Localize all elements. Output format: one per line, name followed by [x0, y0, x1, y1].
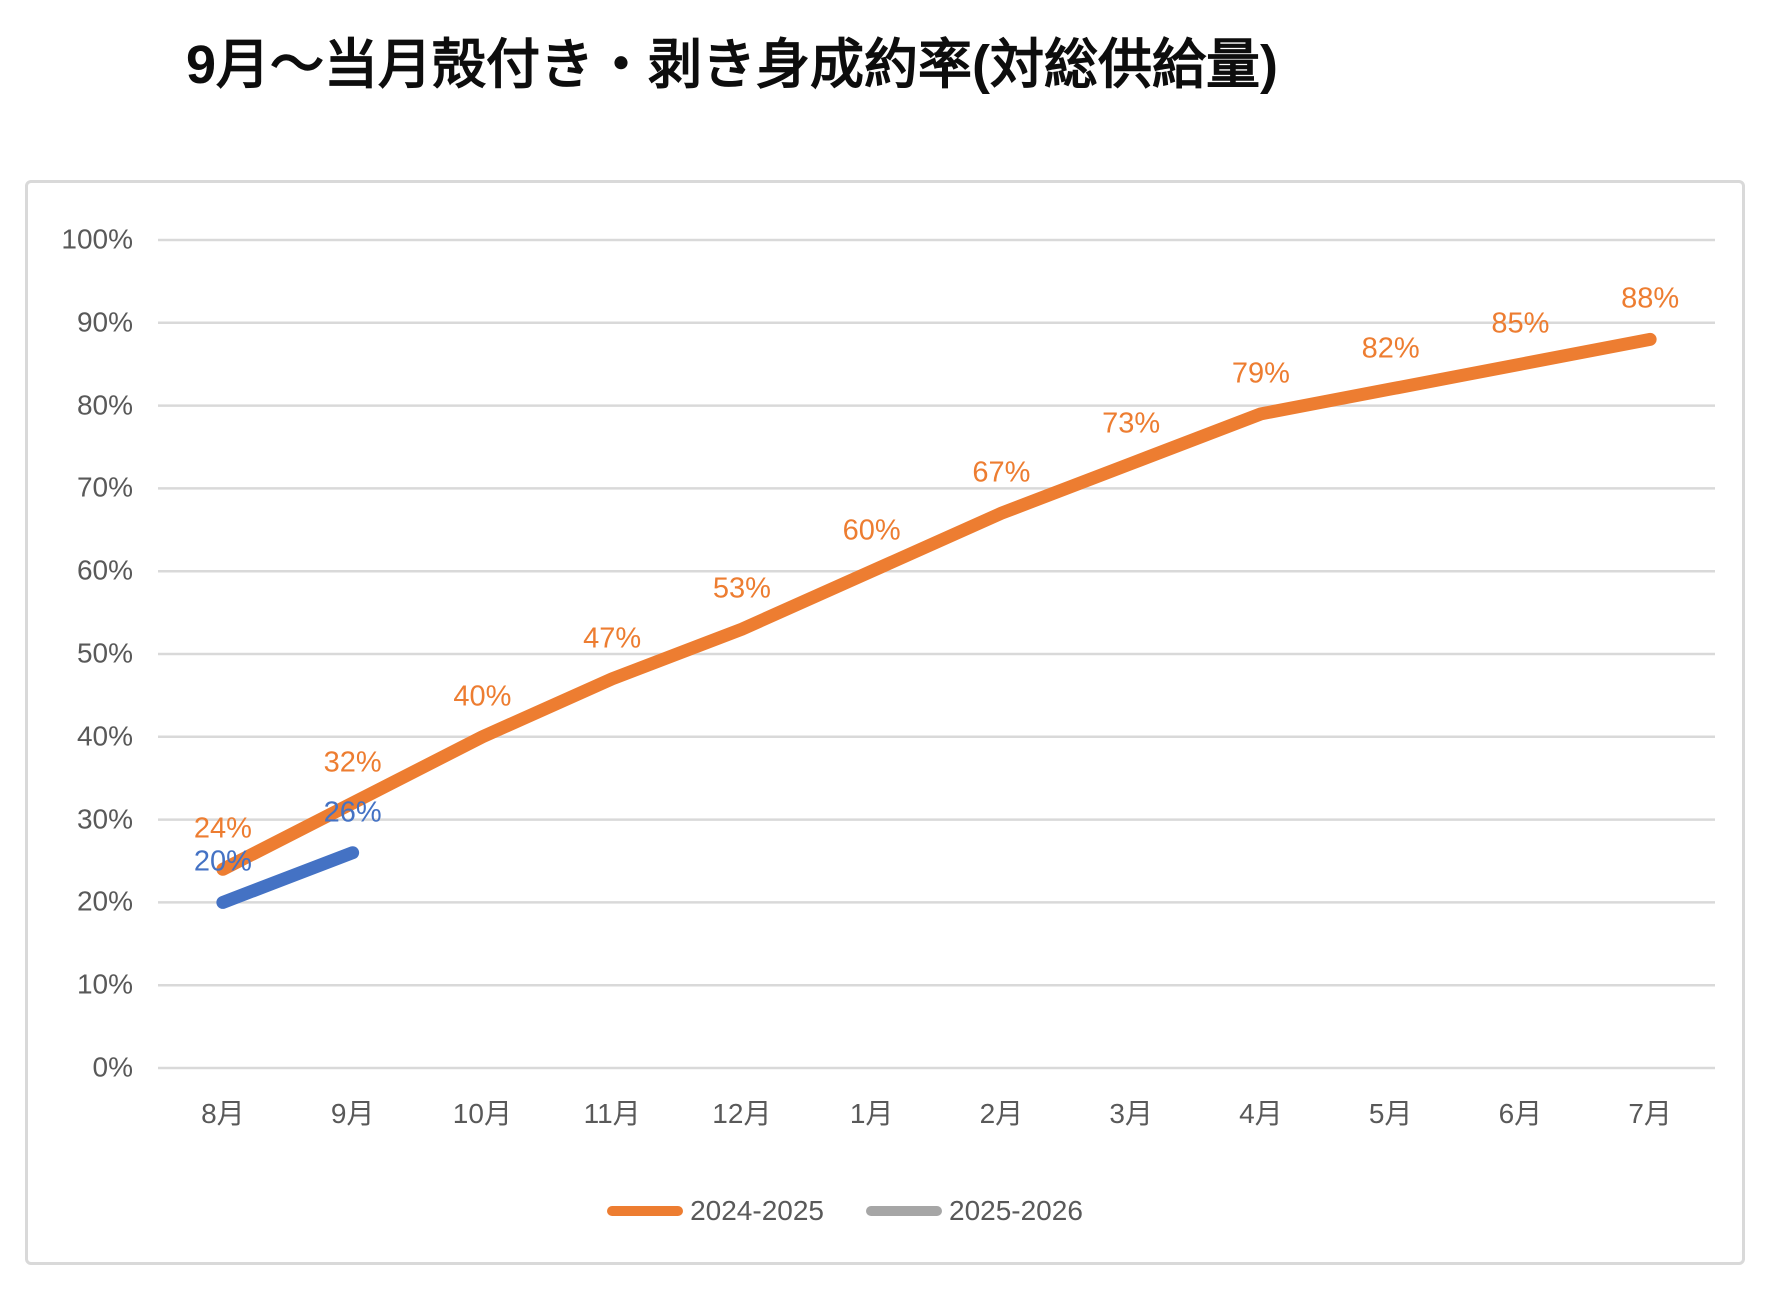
y-axis-tick-label: 10% — [76, 968, 133, 1000]
chart-title: 9月〜当月殻付き・剥き身成約率(対総供給量) — [186, 35, 1278, 95]
y-axis-tick-label: 20% — [76, 885, 133, 917]
x-axis-tick-label: 1月 — [849, 1098, 894, 1129]
data-label-2025-2026: 26% — [323, 796, 382, 829]
x-axis-tick-label: 7月 — [1628, 1098, 1672, 1129]
y-axis-tick-label: 0% — [92, 1051, 133, 1083]
series-line-2024-2025 — [216, 332, 1657, 876]
x-axis-tick-label: 10月 — [452, 1098, 512, 1129]
x-axis-tick-label: 3月 — [1109, 1098, 1153, 1129]
data-label-2024-2025: 40% — [453, 680, 512, 713]
data-label-2024-2025: 60% — [842, 514, 901, 547]
legend-item-2024-2025: 2024-2025 — [607, 1195, 824, 1227]
legend-label: 2025-2026 — [949, 1195, 1083, 1226]
legend-item-2025-2026: 2025-2026 — [866, 1195, 1083, 1227]
x-axis-tick-label: 5月 — [1368, 1098, 1413, 1129]
data-label-2024-2025: 32% — [323, 746, 382, 779]
x-axis-tick-label: 6月 — [1498, 1098, 1543, 1129]
series-line-2025-2026 — [216, 846, 360, 909]
data-label-2024-2025: 73% — [1102, 407, 1161, 440]
y-axis-tick-label: 70% — [76, 471, 133, 503]
data-label-2024-2025: 88% — [1621, 282, 1680, 315]
y-axis-tick-label: 100% — [61, 223, 133, 255]
data-label-2024-2025: 47% — [583, 622, 642, 655]
y-axis-tick-label: 90% — [76, 306, 133, 338]
chart-frame: 0% 10% 20% 30% 40% 50% 60% 70% 80% 90% 100% 8月 9月 10月… — [25, 180, 1745, 1265]
data-label-2024-2025: 67% — [972, 456, 1031, 489]
y-axis-tick-label: 50% — [76, 637, 133, 669]
x-axis-tick-label: 12月 — [712, 1098, 772, 1129]
legend-line-swatch — [866, 1206, 942, 1216]
y-axis-tick-label: 40% — [76, 720, 133, 752]
x-axis-tick-label: 8月 — [201, 1098, 245, 1129]
data-label-2024-2025: 53% — [712, 572, 771, 605]
x-axis-tick-label: 4月 — [1239, 1098, 1283, 1129]
y-axis-tick-label: 80% — [76, 388, 133, 420]
data-label-2024-2025: 82% — [1361, 332, 1420, 365]
data-label-2024-2025: 79% — [1231, 357, 1290, 390]
x-axis-tick-label: 2月 — [979, 1098, 1024, 1129]
x-axis-tick-label: 9月 — [330, 1098, 375, 1129]
data-label-2024-2025: 85% — [1491, 307, 1550, 340]
data-label-2024-2025: 24% — [193, 812, 252, 845]
y-axis-tick-label: 60% — [76, 554, 133, 586]
data-label-2025-2026: 20% — [193, 845, 252, 878]
line-plot-canvas — [158, 238, 1715, 1070]
legend-line-swatch — [607, 1206, 684, 1216]
x-axis-tick-label: 11月 — [583, 1098, 641, 1129]
y-axis-tick-label: 30% — [76, 802, 133, 834]
legend-label: 2024-2025 — [690, 1195, 824, 1226]
chart-legend: 2024-2025 2025-2026 — [0, 1195, 1705, 1227]
chart-overlay: 0% 10% 20% 30% 40% 50% 60% 70% 80% 90% 100% 8月 9月 10月… — [25, 180, 1745, 1265]
